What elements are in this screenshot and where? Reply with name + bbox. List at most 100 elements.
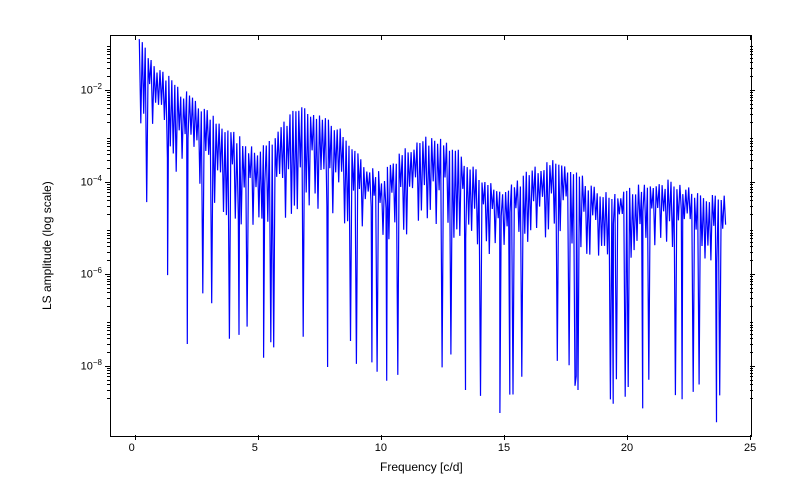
y-minor-tick xyxy=(107,230,110,231)
y-minor-tick-right xyxy=(750,327,753,328)
y-minor-tick xyxy=(107,187,110,188)
y-minor-tick xyxy=(107,390,110,391)
y-minor-tick xyxy=(107,384,110,385)
y-minor-tick-right xyxy=(750,76,753,77)
y-axis-label: LS amplitude (log scale) xyxy=(40,181,54,310)
y-minor-tick-right xyxy=(750,281,753,282)
y-minor-tick-right xyxy=(750,150,753,151)
y-minor-tick xyxy=(107,288,110,289)
y-minor-tick xyxy=(107,281,110,282)
y-minor-tick xyxy=(107,200,110,201)
y-minor-tick xyxy=(107,97,110,98)
y-minor-tick-right xyxy=(750,49,753,50)
y-minor-tick xyxy=(107,143,110,144)
y-minor-tick xyxy=(107,327,110,328)
y-minor-tick xyxy=(107,104,110,105)
y-minor-tick xyxy=(107,334,110,335)
y-minor-tick xyxy=(107,276,110,277)
y-minor-tick xyxy=(107,373,110,374)
y-tick-mark xyxy=(105,274,110,275)
y-minor-tick xyxy=(107,398,110,399)
y-minor-tick xyxy=(107,95,110,96)
y-minor-tick-right xyxy=(750,200,753,201)
y-minor-tick-right xyxy=(750,143,753,144)
y-minor-tick xyxy=(107,141,110,142)
y-minor-tick-right xyxy=(750,242,753,243)
y-minor-tick-right xyxy=(750,97,753,98)
y-minor-tick-right xyxy=(750,276,753,277)
y-minor-tick xyxy=(107,344,110,345)
plot-area xyxy=(110,35,752,437)
y-minor-tick xyxy=(107,108,110,109)
y-minor-tick-right xyxy=(750,373,753,374)
y-minor-tick xyxy=(107,46,110,47)
x-tick-label: 15 xyxy=(498,442,510,454)
x-tick-mark-top xyxy=(750,35,751,40)
x-tick-mark xyxy=(258,435,259,440)
y-minor-tick-right xyxy=(750,380,753,381)
y-minor-tick-right xyxy=(750,184,753,185)
y-minor-tick-right xyxy=(750,189,753,190)
y-minor-tick-right xyxy=(750,95,753,96)
x-tick-mark-top xyxy=(504,35,505,40)
y-minor-tick-right xyxy=(750,100,753,101)
y-minor-tick-right xyxy=(750,246,753,247)
y-minor-tick xyxy=(107,189,110,190)
y-minor-tick-right xyxy=(750,138,753,139)
y-minor-tick xyxy=(107,233,110,234)
y-minor-tick xyxy=(107,330,110,331)
y-tick-mark-right xyxy=(750,274,755,275)
y-minor-tick xyxy=(107,196,110,197)
y-minor-tick xyxy=(107,322,110,323)
x-tick-label: 25 xyxy=(744,442,756,454)
y-minor-tick-right xyxy=(750,384,753,385)
y-minor-tick-right xyxy=(750,322,753,323)
x-tick-mark-top xyxy=(135,35,136,40)
y-minor-tick-right xyxy=(750,352,753,353)
y-minor-tick xyxy=(107,214,110,215)
y-minor-tick xyxy=(107,184,110,185)
y-minor-tick xyxy=(107,238,110,239)
y-minor-tick-right xyxy=(750,68,753,69)
y-minor-tick xyxy=(107,138,110,139)
y-minor-tick xyxy=(107,306,110,307)
y-minor-tick xyxy=(107,192,110,193)
y-minor-tick-right xyxy=(750,206,753,207)
y-minor-tick-right xyxy=(750,390,753,391)
y-tick-mark-right xyxy=(750,182,755,183)
y-minor-tick-right xyxy=(750,292,753,293)
y-minor-tick xyxy=(107,76,110,77)
y-minor-tick xyxy=(107,160,110,161)
y-minor-tick xyxy=(107,154,110,155)
y-tick-mark xyxy=(105,90,110,91)
y-minor-tick-right xyxy=(750,260,753,261)
y-minor-tick-right xyxy=(750,104,753,105)
y-minor-tick-right xyxy=(750,368,753,369)
y-minor-tick xyxy=(107,168,110,169)
y-minor-tick-right xyxy=(750,298,753,299)
y-minor-tick-right xyxy=(750,141,753,142)
y-minor-tick xyxy=(107,338,110,339)
y-minor-tick xyxy=(107,325,110,326)
y-minor-tick-right xyxy=(750,306,753,307)
y-minor-tick xyxy=(107,352,110,353)
y-minor-tick-right xyxy=(750,334,753,335)
y-minor-tick xyxy=(107,279,110,280)
y-minor-tick-right xyxy=(750,325,753,326)
y-minor-tick xyxy=(107,92,110,93)
periodogram-line xyxy=(111,36,751,436)
y-minor-tick-right xyxy=(750,160,753,161)
y-minor-tick-right xyxy=(750,376,753,377)
x-tick-label: 0 xyxy=(129,442,135,454)
y-minor-tick xyxy=(107,252,110,253)
y-minor-tick xyxy=(107,376,110,377)
x-tick-mark xyxy=(135,435,136,440)
y-minor-tick-right xyxy=(750,279,753,280)
y-tick-label: 10−6 xyxy=(81,266,102,281)
y-tick-label: 10−4 xyxy=(81,174,102,189)
y-minor-tick xyxy=(107,58,110,59)
y-minor-tick xyxy=(107,68,110,69)
x-tick-mark xyxy=(627,435,628,440)
y-minor-tick xyxy=(107,54,110,55)
y-minor-tick-right xyxy=(750,54,753,55)
